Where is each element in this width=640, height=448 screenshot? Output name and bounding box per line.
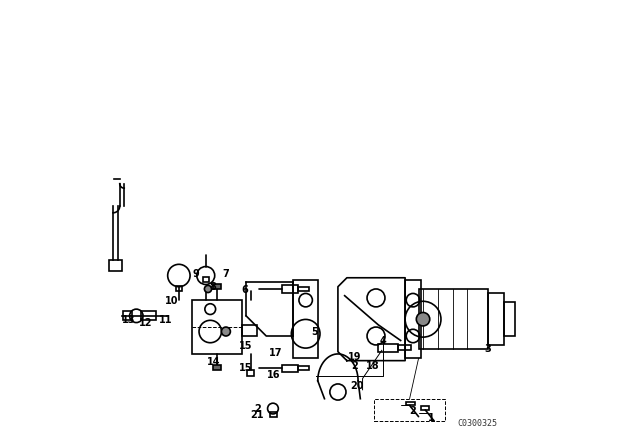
Bar (123, 311, 132, 320)
Bar (293, 280, 317, 358)
Text: 18: 18 (366, 361, 380, 371)
Text: 14: 14 (207, 357, 221, 366)
Text: 19: 19 (348, 352, 362, 362)
Bar (398, 345, 411, 350)
Text: 1: 1 (428, 413, 435, 422)
Text: 7: 7 (223, 269, 229, 279)
Circle shape (416, 313, 430, 326)
Text: 3: 3 (484, 344, 492, 353)
Text: 9: 9 (192, 269, 199, 279)
Bar (378, 344, 398, 352)
Bar (247, 370, 254, 376)
Bar (298, 366, 309, 370)
Text: 5: 5 (311, 327, 317, 337)
Text: 2: 2 (351, 361, 358, 371)
Bar (421, 406, 429, 410)
Text: 4: 4 (380, 336, 386, 346)
Bar (282, 365, 298, 372)
Text: 11: 11 (159, 315, 172, 325)
Bar (504, 302, 515, 336)
Text: 21: 21 (250, 410, 264, 420)
Bar (298, 287, 309, 291)
Text: 17: 17 (268, 348, 282, 358)
Bar (109, 260, 122, 271)
Text: 12: 12 (138, 318, 152, 327)
Text: 16: 16 (267, 370, 280, 380)
Text: 10: 10 (164, 296, 178, 306)
Bar (270, 412, 276, 417)
Text: 13: 13 (122, 315, 135, 325)
Bar (488, 293, 504, 345)
Bar (203, 277, 209, 282)
Text: 2: 2 (254, 404, 260, 414)
Text: 15: 15 (239, 341, 253, 351)
Bar (192, 300, 242, 354)
Bar (282, 285, 298, 293)
Circle shape (221, 327, 230, 336)
Text: 20: 20 (350, 381, 364, 391)
Circle shape (204, 285, 212, 293)
Bar (213, 284, 221, 289)
Text: 8: 8 (209, 282, 216, 292)
Bar (405, 280, 421, 358)
Bar (213, 365, 221, 370)
Text: 2: 2 (409, 406, 415, 416)
Bar (242, 325, 257, 336)
Bar (406, 402, 415, 405)
Text: 15: 15 (239, 363, 253, 373)
Bar (176, 286, 182, 291)
Bar (141, 311, 157, 320)
Text: C0300325: C0300325 (457, 419, 497, 428)
Text: 6: 6 (242, 285, 248, 295)
Bar (419, 289, 488, 349)
